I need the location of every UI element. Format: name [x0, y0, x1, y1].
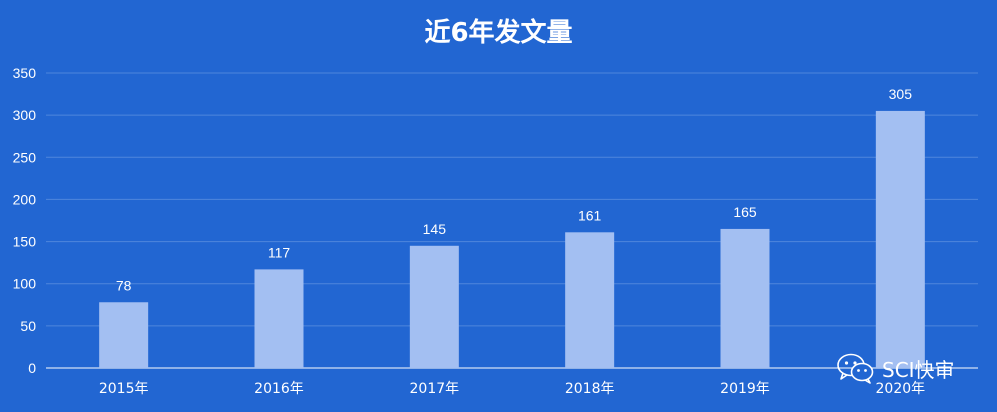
x-tick-label: 2018年: [565, 381, 615, 397]
data-label: 161: [578, 207, 602, 223]
bar: [99, 302, 149, 368]
x-tick-label: 2015年: [99, 381, 149, 397]
bar: [875, 110, 925, 368]
data-label: 305: [889, 86, 913, 102]
bar: [409, 245, 459, 368]
bar: [254, 269, 304, 368]
bars: [99, 110, 925, 368]
y-axis-ticks: 0 50 100 150 200 250 300 350: [13, 65, 37, 376]
data-labels: 78 117 145 161 165 305: [116, 86, 912, 293]
y-tick-label: 0: [28, 360, 36, 376]
wechat-icon: [837, 353, 874, 384]
x-tick-label: 2019年: [720, 381, 770, 397]
y-tick-label: 250: [13, 149, 37, 165]
y-tick-label: 50: [20, 318, 36, 334]
x-tick-label: 2020年: [876, 381, 926, 397]
y-tick-label: 200: [13, 191, 37, 207]
y-tick-label: 350: [13, 65, 37, 81]
gridlines: [46, 72, 978, 369]
data-label: 145: [423, 221, 447, 237]
x-axis-ticks: 2015年 2016年 2017年 2018年 2019年 2020年: [99, 381, 925, 397]
y-tick-label: 150: [13, 234, 37, 250]
data-label: 117: [268, 244, 291, 260]
x-tick-label: 2016年: [254, 381, 304, 397]
y-tick-label: 300: [13, 107, 37, 123]
bar: [720, 228, 770, 368]
chart-title: 近6年发文量: [424, 18, 573, 48]
y-tick-label: 100: [13, 276, 37, 292]
data-label: 78: [116, 277, 132, 293]
bar: [565, 232, 615, 368]
data-label: 165: [733, 204, 757, 220]
watermark: SCI快审: [836, 352, 955, 384]
x-tick-label: 2017年: [410, 381, 460, 397]
watermark-text: SCI快审: [882, 357, 955, 382]
